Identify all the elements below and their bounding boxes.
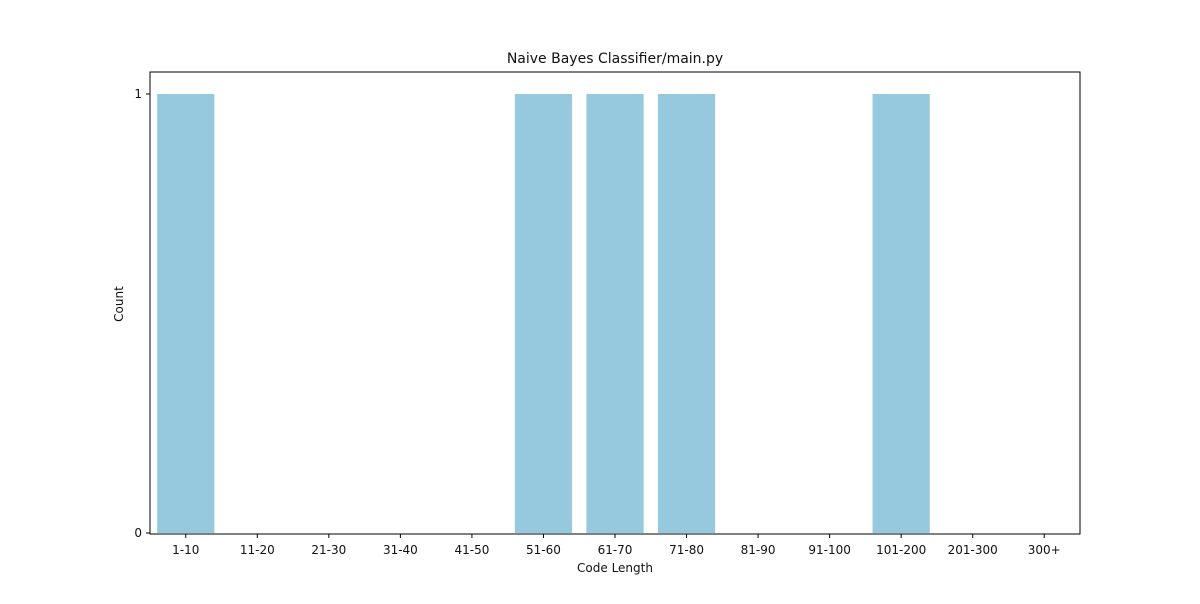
x-tick-label: 91-100 — [808, 543, 851, 557]
bar-1-10 — [157, 94, 215, 533]
x-tick-label: 41-50 — [454, 543, 489, 557]
bars-group — [157, 94, 930, 533]
x-tick-label: 11-20 — [240, 543, 275, 557]
bar-101-200 — [872, 94, 930, 533]
x-tick-label: 21-30 — [311, 543, 346, 557]
y-axis-label: Count — [112, 286, 126, 322]
bar-61-70 — [586, 94, 644, 533]
y-tick-label: 1 — [134, 87, 142, 101]
x-tick-label: 61-70 — [598, 543, 633, 557]
x-axis-ticks: 1-10 11-20 21-30 31-40 41-50 51-60 61-70 71-80 8… — [172, 534, 1061, 557]
x-tick-label: 1-10 — [172, 543, 199, 557]
x-tick-label: 51-60 — [526, 543, 561, 557]
x-tick-label: 81-90 — [741, 543, 776, 557]
chart-title: Naive Bayes Classifier/main.py — [507, 51, 723, 67]
x-tick-label: 201-300 — [948, 543, 998, 557]
y-tick-label: 0 — [134, 526, 142, 540]
bar-51-60 — [514, 94, 573, 533]
x-tick-label: 101-200 — [876, 543, 926, 557]
x-axis-label: Code Length — [577, 561, 653, 575]
x-tick-label: 31-40 — [383, 543, 418, 557]
bar-71-80 — [657, 94, 716, 533]
y-axis-ticks: 01 — [134, 87, 150, 540]
x-tick-label: 300+ — [1028, 543, 1061, 557]
x-tick-label: 71-80 — [669, 543, 704, 557]
